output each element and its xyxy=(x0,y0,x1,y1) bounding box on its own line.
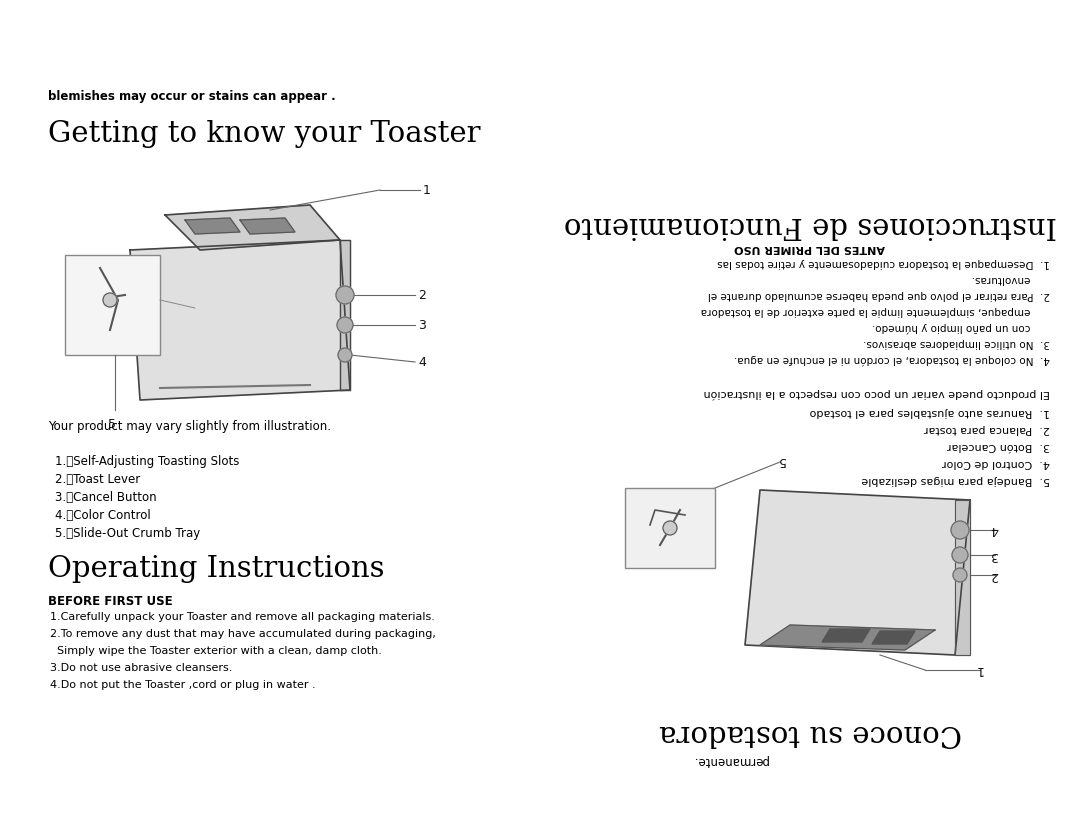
Polygon shape xyxy=(745,490,970,655)
Text: 5: 5 xyxy=(777,454,785,466)
Bar xyxy=(625,488,715,568)
Text: Simply wipe the Toaster exterior with a clean, damp cloth.: Simply wipe the Toaster exterior with a … xyxy=(50,646,382,656)
Text: 3.  No utilice limpiadores abrasivos.: 3. No utilice limpiadores abrasivos. xyxy=(863,338,1050,348)
Text: Operating Instructions: Operating Instructions xyxy=(48,555,384,583)
Text: 2: 2 xyxy=(990,569,998,581)
Text: 1: 1 xyxy=(423,183,431,197)
Text: blemishes may occur or stains can appear .: blemishes may occur or stains can appear… xyxy=(48,90,336,103)
Text: Conoce su tostadora: Conoce su tostadora xyxy=(659,719,961,747)
Text: 2: 2 xyxy=(418,289,426,302)
Text: 2.  Palanca para tostar: 2. Palanca para tostar xyxy=(923,424,1050,434)
Text: 5: 5 xyxy=(108,418,116,431)
Circle shape xyxy=(336,286,354,304)
Text: Getting to know your Toaster: Getting to know your Toaster xyxy=(48,120,481,148)
Polygon shape xyxy=(130,240,350,400)
Text: 4.	Color Control: 4. Color Control xyxy=(55,509,151,522)
Text: 3: 3 xyxy=(990,549,998,561)
Text: 3.	Cancel Button: 3. Cancel Button xyxy=(55,491,157,504)
Text: Instrucciones de Funcionamiento: Instrucciones de Funcionamiento xyxy=(564,211,1056,239)
Text: BEFORE FIRST USE: BEFORE FIRST USE xyxy=(48,595,173,608)
Text: 3.Do not use abrasive cleansers.: 3.Do not use abrasive cleansers. xyxy=(50,663,232,673)
Circle shape xyxy=(338,348,352,362)
Text: 3.  Botón Cancelar: 3. Botón Cancelar xyxy=(947,441,1050,451)
Text: 4.  No coloque la tostadora, el cordón ni el enchufe en agua.: 4. No coloque la tostadora, el cordón ni… xyxy=(734,354,1050,364)
Text: 4: 4 xyxy=(418,355,426,369)
Text: 1: 1 xyxy=(975,664,983,676)
Text: 1.  Desempaque la tostadora cuidadosamente y retire todas las: 1. Desempaque la tostadora cuidadosament… xyxy=(717,258,1050,268)
Polygon shape xyxy=(240,218,295,234)
Circle shape xyxy=(663,521,677,535)
Polygon shape xyxy=(955,500,970,655)
Text: 1.	Self-Adjusting Toasting Slots: 1. Self-Adjusting Toasting Slots xyxy=(55,455,240,468)
Text: 2.To remove any dust that may have accumulated during packaging,: 2.To remove any dust that may have accum… xyxy=(50,629,436,639)
Text: 1.Carefully unpack your Toaster and remove all packaging materials.: 1.Carefully unpack your Toaster and remo… xyxy=(50,612,435,622)
Polygon shape xyxy=(822,629,870,642)
Text: 5.	Slide-Out Crumb Tray: 5. Slide-Out Crumb Tray xyxy=(55,527,200,540)
Text: Your product may vary slightly from illustration.: Your product may vary slightly from illu… xyxy=(48,420,330,433)
Polygon shape xyxy=(185,218,240,234)
Text: permanente.: permanente. xyxy=(692,753,768,766)
Bar xyxy=(65,255,160,355)
Circle shape xyxy=(103,293,117,307)
Text: 5.  Bandeja para migas deslizable: 5. Bandeja para migas deslizable xyxy=(862,475,1050,485)
Text: con un paño limpio y húmedo.: con un paño limpio y húmedo. xyxy=(872,322,1050,332)
Text: 2.  Para retirar el polvo que pueda haberse acumulado durante el: 2. Para retirar el polvo que pueda haber… xyxy=(707,290,1050,300)
Text: El producto puede variar un poco con respecto a la ilustración: El producto puede variar un poco con res… xyxy=(703,388,1050,399)
Text: 1.  Ranuras auto ajustables para el tostado: 1. Ranuras auto ajustables para el tosta… xyxy=(810,407,1050,417)
Text: envolturas.: envolturas. xyxy=(972,274,1050,284)
Text: empaque, simplemente limpie la parte exterior de la tostadora: empaque, simplemente limpie la parte ext… xyxy=(701,306,1050,316)
Circle shape xyxy=(951,521,969,539)
Text: 4: 4 xyxy=(990,524,998,536)
Circle shape xyxy=(951,547,968,563)
Circle shape xyxy=(953,568,967,582)
Text: 4.  Control de Color: 4. Control de Color xyxy=(942,458,1050,468)
Polygon shape xyxy=(760,625,935,650)
Text: 3: 3 xyxy=(418,319,426,331)
Text: 4.Do not put the Toaster ,cord or plug in water .: 4.Do not put the Toaster ,cord or plug i… xyxy=(50,680,315,690)
Text: 2.	Toast Lever: 2. Toast Lever xyxy=(55,473,140,486)
Polygon shape xyxy=(165,205,340,250)
Polygon shape xyxy=(340,240,350,390)
Polygon shape xyxy=(872,631,915,644)
Text: ANTES DEL PRIMER USO: ANTES DEL PRIMER USO xyxy=(734,243,886,253)
Circle shape xyxy=(337,317,353,333)
